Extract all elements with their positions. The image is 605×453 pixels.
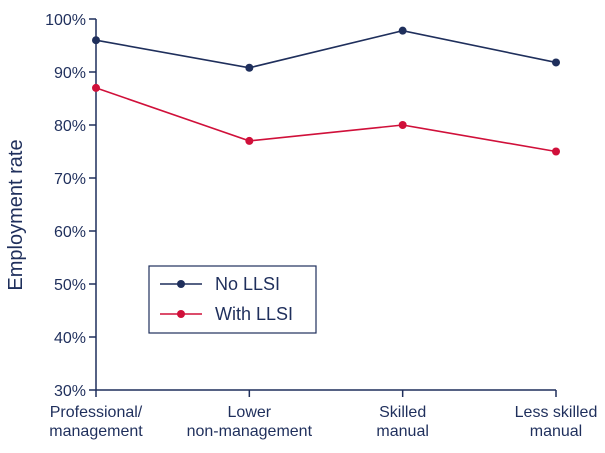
- series-line: [95, 87, 557, 153]
- y-tick-label: 60%: [54, 224, 86, 241]
- x-category-label: Professional/: [50, 404, 143, 421]
- x-category-label: manual: [530, 423, 582, 440]
- x-category-label: Less skilled: [515, 404, 598, 421]
- data-point: [92, 36, 100, 45]
- axes: 30% 40% 50% 60% 70% 80% 90% 100% Professional/ma…: [45, 12, 597, 440]
- data-point: [552, 147, 560, 156]
- x-category-label: non-management: [187, 423, 313, 440]
- x-category-label: Lower: [228, 404, 272, 421]
- data-point: [245, 136, 254, 145]
- series-no-llsi: [92, 26, 560, 72]
- data-point: [552, 58, 560, 67]
- series-line: [95, 29, 557, 69]
- legend-box: [148, 265, 317, 334]
- data-point: [398, 121, 407, 129]
- y-tick-label: 50%: [54, 277, 86, 294]
- x-category-label: Skilled: [379, 404, 426, 421]
- data-point: [92, 83, 100, 92]
- y-axis-title: Employment rate: [5, 139, 27, 290]
- data-point: [398, 26, 407, 35]
- legend-label: With LLSI: [215, 304, 293, 324]
- y-tick-label: 30%: [54, 383, 86, 400]
- y-tick-label: 70%: [54, 171, 86, 188]
- y-tick-label: 80%: [54, 118, 86, 135]
- data-point: [245, 63, 254, 72]
- legend-label: No LLSI: [215, 274, 280, 294]
- legend-swatch-marker: [177, 310, 185, 318]
- series-with-llsi: [92, 83, 560, 156]
- x-category-label: manual: [376, 423, 428, 440]
- y-tick-label: 90%: [54, 65, 86, 82]
- y-tick-label: 100%: [45, 12, 86, 29]
- legend: No LLSI With LLSI: [148, 265, 317, 334]
- x-category-label: management: [49, 423, 143, 440]
- legend-swatch-marker: [177, 280, 185, 288]
- series-layer: [92, 26, 560, 156]
- y-tick-label: 40%: [54, 330, 86, 347]
